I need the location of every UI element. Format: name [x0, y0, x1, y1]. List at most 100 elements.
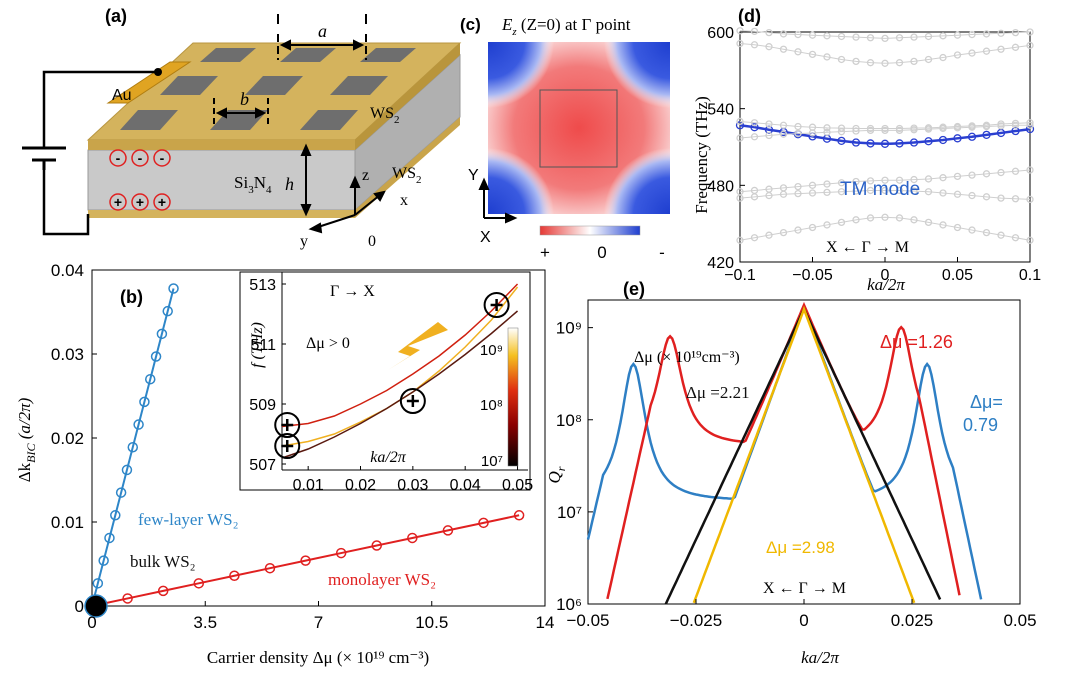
data-point-d — [968, 123, 976, 131]
legend-header-e: Δμ (× 10¹⁹cm⁻³) — [634, 349, 740, 366]
data-point-d — [808, 223, 817, 232]
x-axis-label-inset: ka/2π — [370, 449, 407, 466]
data-point-d — [924, 125, 933, 133]
data-point-d — [794, 48, 802, 56]
axis-label-y: y — [300, 233, 308, 250]
data-point-d — [736, 27, 744, 35]
data-point-d — [779, 121, 788, 129]
data-point-d — [880, 139, 890, 148]
data-point-d — [881, 213, 889, 221]
series-label-bulk: bulk WS₂ — [130, 552, 196, 571]
data-point-b — [513, 510, 525, 521]
cbar-tick: 10⁷ — [481, 453, 503, 470]
data-point-d — [997, 122, 1005, 130]
data-point-d — [967, 132, 977, 141]
data-point-b — [122, 593, 133, 604]
data-point-d — [866, 177, 875, 185]
data-point-d — [924, 137, 933, 146]
data-point-b — [156, 328, 168, 340]
data-point-b — [115, 487, 127, 498]
data-point-d — [895, 59, 904, 67]
plot-b-inset: 0.01 0.02 0.03 0.04 0.05 507 509 511 513 — [249, 272, 533, 494]
series-label-0-79-value: 0.79 — [963, 415, 998, 435]
data-point-b — [98, 555, 109, 566]
data-point-d — [750, 27, 759, 36]
data-point-d — [736, 117, 744, 126]
minus-sign: - — [160, 150, 165, 166]
coordinate-axes — [308, 175, 386, 234]
data-point-b — [121, 464, 133, 476]
y-tick-label-b: 0.04 — [51, 261, 84, 280]
colorbar-inset — [507, 327, 519, 467]
data-point-d — [910, 216, 918, 224]
data-point-d — [910, 175, 918, 184]
data-point-d — [794, 129, 802, 138]
y-axis-label-inset: f (THz) — [249, 322, 266, 368]
cbar-tick: 10⁸ — [480, 397, 503, 414]
data-point-d — [997, 45, 1005, 53]
data-point-d — [851, 138, 861, 147]
data-point-d — [1026, 41, 1034, 50]
data-point-d — [866, 34, 875, 42]
panel-label-d: (d) — [738, 6, 761, 26]
data-point-d — [852, 187, 860, 195]
series-line-inset — [281, 310, 519, 459]
data-point-d — [852, 33, 860, 41]
x-axis-label-d: ka/2π — [867, 275, 905, 294]
data-point-d — [823, 53, 831, 61]
data-point-b — [478, 517, 489, 529]
battery-icon — [22, 146, 66, 170]
data-point-d — [895, 214, 904, 222]
data-point-d — [750, 133, 759, 141]
data-point-d — [866, 214, 875, 222]
field-map — [488, 42, 670, 214]
data-point-d — [881, 126, 889, 135]
series-line-d — [739, 43, 1031, 64]
x-tick-label-d: 0.05 — [942, 267, 973, 284]
series-line-inset — [281, 283, 519, 428]
series-label-few-layer: few-layer WS₂ — [138, 510, 239, 529]
data-point-b — [407, 532, 418, 544]
data-point-d — [764, 125, 774, 134]
data-point-d — [982, 47, 991, 55]
data-point-d — [779, 190, 788, 198]
data-point-d — [895, 34, 904, 42]
data-point-d — [779, 228, 788, 237]
data-point-d — [852, 57, 860, 66]
y-tick-label-b: 0.01 — [51, 513, 84, 532]
au-contact — [106, 61, 192, 104]
data-point-b — [150, 351, 162, 362]
axis-label-z: z — [362, 167, 369, 184]
x-tick-label-d: 0 — [881, 267, 890, 284]
cbar-tick-minus: - — [659, 243, 665, 262]
data-point-d — [953, 31, 962, 39]
cbar-tick-plus: + — [540, 243, 550, 262]
panel-label-c: (c) — [460, 15, 481, 34]
series-label-monolayer: monolayer WS₂ — [328, 570, 436, 589]
data-point-d — [968, 191, 976, 200]
data-point-d — [924, 55, 933, 64]
data-point-d — [982, 130, 991, 140]
data-point-d — [924, 32, 933, 41]
bic-marker — [274, 433, 301, 459]
x-tick-label-inset: 0.02 — [345, 477, 376, 494]
plus-sign: + — [158, 194, 166, 210]
data-point-d — [794, 122, 802, 131]
data-point-d — [808, 129, 817, 137]
plus-sign: + — [136, 194, 144, 210]
data-point-d — [837, 55, 846, 64]
data-point-d — [779, 45, 788, 53]
y-tick-label-e: 10⁷ — [557, 503, 582, 522]
data-point-b — [371, 540, 382, 551]
series-line-d — [739, 30, 1031, 39]
data-point-b — [300, 555, 311, 566]
data-point-d — [866, 126, 875, 135]
label-a: a — [318, 21, 327, 41]
data-point-d — [1011, 195, 1020, 203]
gold-edge-top — [88, 140, 355, 150]
data-point-d — [1026, 236, 1034, 244]
data-point-d — [837, 218, 846, 227]
data-point-d — [736, 194, 744, 202]
data-point-b — [157, 585, 169, 597]
bic-marker — [274, 412, 301, 438]
